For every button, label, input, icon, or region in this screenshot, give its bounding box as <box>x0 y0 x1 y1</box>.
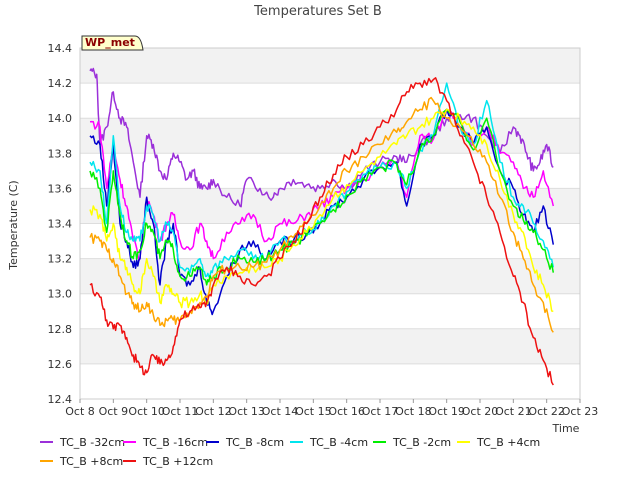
y-tick-label: 14.4 <box>48 42 73 55</box>
legend-label: TC_B -32cm <box>59 436 125 449</box>
y-tick-label: 13.8 <box>48 147 73 160</box>
x-tick-label: Oct 19 <box>428 405 465 418</box>
y-tick-label: 12.6 <box>48 358 73 371</box>
y-tick-label: 13.4 <box>48 218 73 231</box>
x-tick-label: Oct 10 <box>128 405 165 418</box>
x-tick-label: Oct 20 <box>462 405 499 418</box>
legend-label: TC_B +4cm <box>476 436 540 449</box>
grid-band <box>80 48 580 84</box>
legend-label: TC_B -8cm <box>225 436 284 449</box>
legend-label: TC_B -2cm <box>392 436 451 449</box>
legend-label: TC_B -4cm <box>309 436 368 449</box>
x-tick-label: Oct 14 <box>262 405 299 418</box>
legend-label: TC_B +12cm <box>142 455 213 468</box>
plot-border <box>79 47 581 400</box>
y-tick-label: 13.2 <box>48 253 73 266</box>
y-axis-ticks: 12.4 12.6 12.8 13.0 13.2 13.4 13.6 13.8 14.0 14.2… <box>48 42 73 406</box>
x-tick-label: Oct 21 <box>495 405 532 418</box>
series-line <box>89 82 555 278</box>
x-tick-label: Oct 11 <box>162 405 199 418</box>
legend-label: TC_B +8cm <box>59 455 123 468</box>
y-tick-label: 12.8 <box>48 323 73 336</box>
y-tick-label: 13.0 <box>48 288 73 301</box>
x-tick-label: Oct 8 <box>65 405 95 418</box>
x-tick-label: Oct 17 <box>362 405 399 418</box>
y-tick-label: 12.4 <box>48 393 73 406</box>
series-line <box>89 77 554 386</box>
wp-met-label: WP_met <box>85 36 135 49</box>
y-tick-label: 14.2 <box>48 77 73 90</box>
x-tick-label: Oct 18 <box>395 405 432 418</box>
series-line <box>89 67 554 208</box>
wp-met-badge: WP_met <box>81 35 144 51</box>
series-line <box>89 108 555 286</box>
y-axis-title: Temperature (C) <box>7 180 20 270</box>
y-tick-label: 13.6 <box>48 182 73 195</box>
legend: TC_B -32cm TC_B -16cm TC_B -8cm TC_B -4cm TC… <box>40 436 540 468</box>
grid-band <box>80 328 580 364</box>
x-tick-label: Oct 22 <box>528 405 565 418</box>
series-line <box>89 108 554 313</box>
y-tick-label: 14.0 <box>48 112 73 125</box>
series-line <box>89 96 554 333</box>
x-tick-label: Oct 9 <box>99 405 129 418</box>
x-tick-label: Oct 15 <box>295 405 332 418</box>
chart-title: Temperatures Set B <box>253 4 382 19</box>
x-tick-label: Oct 12 <box>195 405 232 418</box>
x-axis-title: Time <box>552 422 580 435</box>
legend-label: TC_B -16cm <box>142 436 208 449</box>
series-layer <box>89 67 555 386</box>
x-tick-label: Oct 23 <box>562 405 599 418</box>
x-tick-label: Oct 16 <box>328 405 365 418</box>
grid-band <box>80 118 580 154</box>
x-tick-label: Oct 13 <box>228 405 265 418</box>
